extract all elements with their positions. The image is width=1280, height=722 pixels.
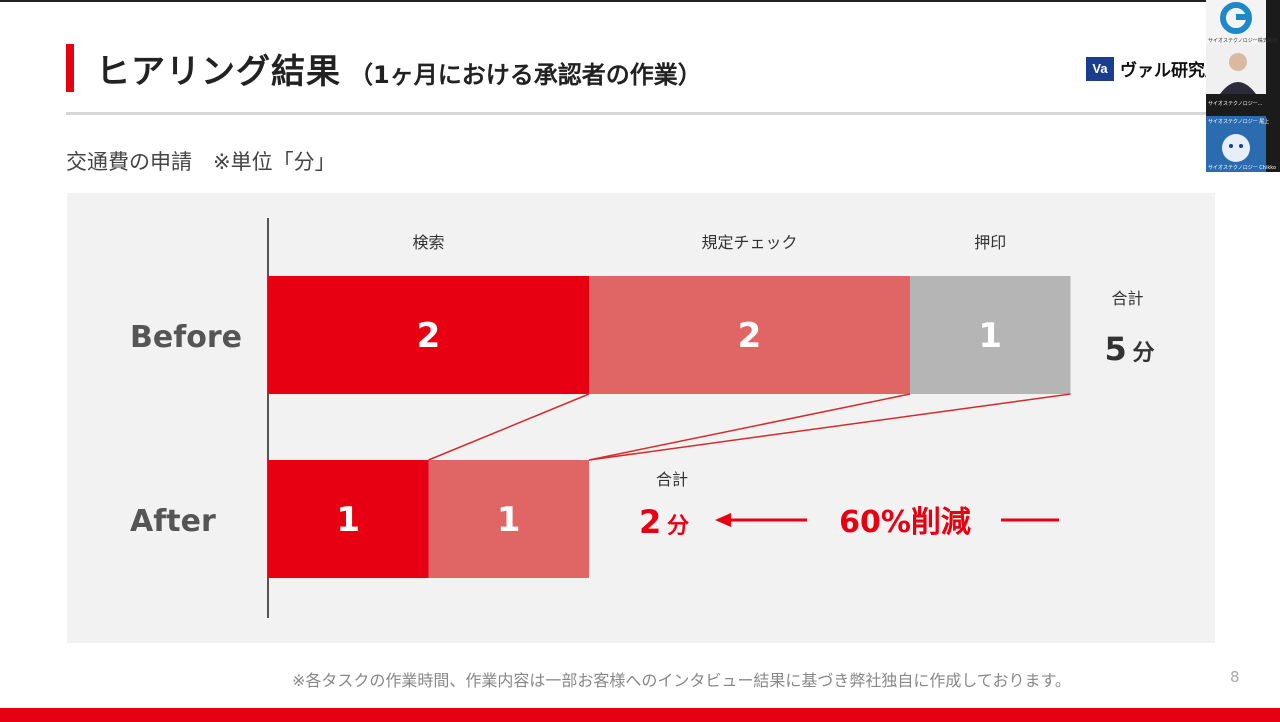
total-label: 合計: [1111, 289, 1143, 308]
category-label: Before: [130, 320, 242, 355]
participant-avatar-icon: [1222, 134, 1250, 162]
company-logo-icon: [1220, 2, 1252, 34]
logo-mark: Va: [1086, 56, 1114, 81]
connector-line: [588, 393, 911, 461]
data-label: 2: [738, 316, 762, 356]
data-label: 2: [417, 316, 441, 356]
bar-segment: [910, 276, 1071, 394]
total-unit: 分: [667, 514, 689, 539]
connector-line: [588, 393, 1071, 461]
data-label: 1: [978, 316, 1002, 356]
chart-subtitle: 交通費の申請 ※単位「分」: [66, 150, 336, 174]
slide-title-sub: （1ヶ月における承認者の作業）: [349, 61, 702, 89]
page-number: 8: [1230, 668, 1240, 686]
participant-tile[interactable]: [1206, 44, 1266, 94]
participant-strip: サイオステクノロジー株式会社 サイオステクノロジー... サイオステクノロジー …: [1206, 0, 1280, 172]
bottom-accent-bar: [0, 708, 1280, 722]
company-logo: Va ヴァル研究所: [1086, 56, 1222, 81]
connector-line: [428, 393, 590, 461]
data-label: 1: [336, 500, 360, 540]
legend-label: 押印: [974, 233, 1006, 252]
arrow-head: [715, 513, 731, 527]
participant-tile[interactable]: サイオステクノロジー...: [1206, 94, 1266, 114]
participant-name: サイオステクノロジー株式会社: [1208, 38, 1278, 44]
participant-name: サイオステクノロジー Chikko: [1208, 165, 1277, 171]
chart-panel: 検索 規定チェック 押印 Before After 2 2 1 1 1 合計 5 分合計 2 分 60%削減: [67, 193, 1215, 643]
category-label: After: [130, 504, 216, 539]
bar-segment: [268, 276, 589, 394]
participant-avatar-icon: [1220, 53, 1256, 94]
participant-tile[interactable]: サイオステクノロジー株式会社: [1206, 0, 1278, 44]
logo-text: ヴァル研究所: [1120, 61, 1222, 81]
participant-name: サイオステクノロジー 尾上: [1208, 119, 1270, 125]
top-border: [0, 0, 1280, 2]
participant-tile[interactable]: サイオステクノロジー 尾上 サイオステクノロジー Chikko: [1206, 116, 1276, 172]
total-label: 合計: [656, 470, 688, 489]
slide-title-main: ヒアリング結果: [96, 52, 341, 92]
title-divider: [66, 112, 1214, 115]
title-accent-bar: [66, 44, 74, 92]
bar-segment: [428, 460, 589, 578]
reduction-annotation: 60%削減: [839, 505, 971, 540]
bar-segment: [268, 460, 429, 578]
total-unit: 分: [1133, 341, 1155, 366]
participant-name: サイオステクノロジー...: [1208, 101, 1263, 107]
total-value: 5: [1105, 330, 1127, 368]
footnote: ※各タスクの作業時間、作業内容は一部お客様へのインタビュー結果に基づき弊社独自に…: [292, 671, 1071, 690]
bar-segment: [589, 276, 910, 394]
data-label: 1: [497, 500, 521, 540]
legend-label: 規定チェック: [701, 233, 797, 252]
slide-title: ヒアリング結果 （1ヶ月における承認者の作業）: [96, 44, 702, 94]
legend-label: 検索: [412, 233, 444, 252]
total-value: 2: [639, 503, 661, 541]
